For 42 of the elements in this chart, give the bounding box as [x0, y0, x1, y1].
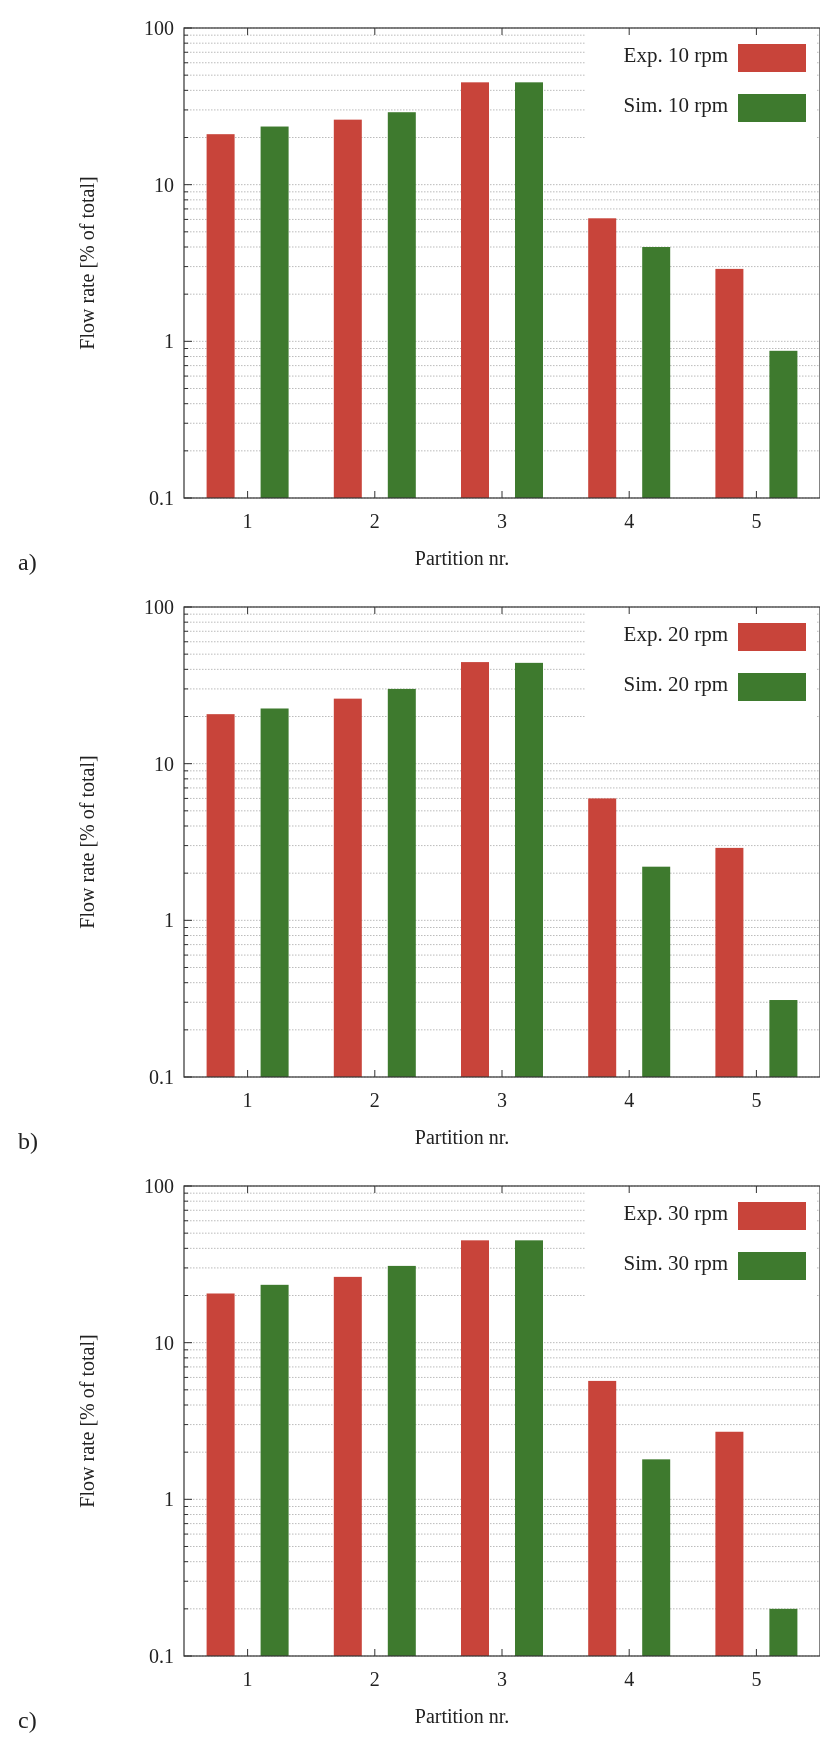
legend-label: Exp. 10 rpm — [623, 43, 728, 67]
x-tick-label: 3 — [497, 510, 507, 532]
y-axis-title: Flow rate [% of total] — [76, 755, 98, 929]
x-tick-label: 5 — [751, 1089, 762, 1111]
y-tick-label: 100 — [144, 17, 174, 39]
x-axis-title: Partition nr. — [414, 1126, 510, 1148]
x-tick-label: 4 — [624, 1668, 635, 1690]
x-tick-label: 1 — [242, 1668, 253, 1690]
y-tick-label: 0.1 — [149, 487, 174, 509]
y-tick-label: 1 — [164, 1488, 174, 1511]
text: a) — [18, 549, 37, 575]
y-tick-label: 1 — [164, 909, 174, 932]
y-tick-label: 10 — [154, 752, 174, 775]
legend-label: Sim. 30 rpm — [623, 1251, 728, 1275]
x-tick-label: 4 — [624, 1089, 635, 1111]
x-tick-label: 1 — [242, 1089, 253, 1111]
x-tick-label: 2 — [369, 1668, 380, 1690]
x-tick-label: 5 — [751, 1668, 762, 1690]
x-tick-label: 2 — [369, 1089, 380, 1111]
y-tick-label: 10 — [154, 173, 174, 196]
y-tick-label: 0.1 — [149, 1066, 174, 1088]
y-axis-title: Flow rate [% of total] — [76, 1334, 98, 1508]
y-tick-label: 100 — [144, 596, 174, 618]
y-axis-title: Flow rate [% of total] — [76, 176, 98, 350]
x-axis-title: Partition nr. — [414, 1705, 510, 1727]
x-axis-title: Partition nr. — [414, 547, 510, 569]
x-tick-label: 3 — [497, 1668, 507, 1690]
x-tick-label: 4 — [624, 510, 635, 532]
x-tick-label: 2 — [369, 510, 380, 532]
y-tick-label: 10 — [154, 1331, 174, 1354]
y-tick-label: 0.1 — [149, 1645, 174, 1667]
legend-label: Exp. 30 rpm — [623, 1201, 728, 1225]
y-tick-label: 1 — [164, 330, 174, 353]
x-tick-label: 3 — [497, 1089, 507, 1111]
x-tick-label: 1 — [242, 510, 253, 532]
legend-label: Sim. 10 rpm — [623, 93, 728, 117]
legend-label: Exp. 20 rpm — [623, 622, 728, 646]
legend-label: Sim. 20 rpm — [623, 672, 728, 696]
text: c) — [18, 1707, 37, 1733]
x-tick-label: 5 — [751, 510, 762, 532]
text: b) — [18, 1128, 38, 1154]
y-tick-label: 100 — [144, 1175, 174, 1197]
